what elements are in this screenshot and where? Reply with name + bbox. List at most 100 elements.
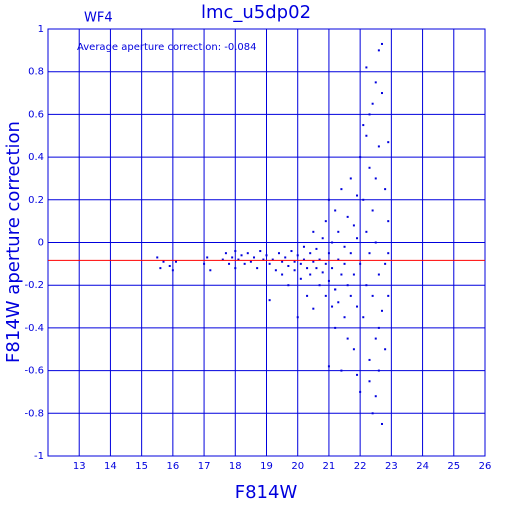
point <box>356 305 359 308</box>
point <box>259 250 262 253</box>
point <box>337 258 340 261</box>
point <box>249 260 252 263</box>
point <box>337 230 340 233</box>
x-tick-label: 15 <box>135 461 148 472</box>
point <box>321 271 324 274</box>
point <box>309 252 312 255</box>
point <box>374 241 377 244</box>
point <box>256 267 259 270</box>
point <box>296 316 299 319</box>
point <box>240 254 243 257</box>
point <box>331 305 334 308</box>
point <box>346 215 349 218</box>
point <box>318 258 321 261</box>
point <box>356 237 359 240</box>
point <box>349 294 352 297</box>
point <box>365 284 368 287</box>
point <box>271 258 274 261</box>
point <box>343 316 346 319</box>
point <box>368 113 371 116</box>
x-tick-label: 23 <box>385 461 398 472</box>
point <box>371 412 374 415</box>
point <box>380 42 383 45</box>
point <box>368 358 371 361</box>
point <box>327 252 330 255</box>
point <box>377 369 380 372</box>
point <box>362 316 365 319</box>
point <box>377 326 380 329</box>
y-tick-label: 0.4 <box>28 152 44 163</box>
point <box>237 258 240 261</box>
x-tick-label: 19 <box>260 461 273 472</box>
x-tick-label: 22 <box>354 461 367 472</box>
point <box>299 262 302 265</box>
point <box>268 262 271 265</box>
point <box>318 284 321 287</box>
y-tick-label: 0.8 <box>28 67 44 78</box>
point <box>268 299 271 302</box>
point <box>327 279 330 282</box>
x-tick-label: 13 <box>73 461 86 472</box>
point <box>340 369 343 372</box>
point <box>368 166 371 169</box>
point <box>203 262 206 265</box>
x-tick-label: 16 <box>166 461 179 472</box>
point <box>312 260 315 263</box>
point <box>327 365 330 368</box>
x-tick-label: 20 <box>291 461 304 472</box>
point <box>265 254 268 257</box>
point <box>374 81 377 84</box>
point <box>359 262 362 265</box>
point <box>359 156 362 159</box>
x-tick-label: 26 <box>479 461 492 472</box>
point <box>162 260 165 263</box>
y-tick-label: -0.6 <box>24 366 44 377</box>
point <box>365 66 368 69</box>
point <box>377 273 380 276</box>
point <box>387 294 390 297</box>
point <box>312 230 315 233</box>
point <box>287 264 290 267</box>
point <box>377 145 380 148</box>
point <box>387 141 390 144</box>
y-tick-label: -1 <box>34 451 44 462</box>
point <box>380 309 383 312</box>
point <box>277 252 280 255</box>
y-tick-label: -0.2 <box>24 280 44 291</box>
point <box>384 262 387 265</box>
point <box>309 273 312 276</box>
y-tick-label: -0.8 <box>24 408 44 419</box>
point <box>384 348 387 351</box>
point <box>290 250 293 253</box>
point <box>384 188 387 191</box>
x-tick-label: 18 <box>229 461 242 472</box>
point <box>168 264 171 267</box>
point <box>365 230 368 233</box>
point <box>356 194 359 197</box>
point <box>331 241 334 244</box>
point <box>340 188 343 191</box>
point <box>387 220 390 223</box>
point <box>368 380 371 383</box>
point <box>228 262 231 265</box>
point <box>156 256 159 259</box>
point <box>380 92 383 95</box>
point <box>371 102 374 105</box>
point <box>327 198 330 201</box>
point <box>371 294 374 297</box>
point <box>281 260 284 263</box>
point <box>340 273 343 276</box>
point <box>224 252 227 255</box>
point <box>324 262 327 265</box>
y-tick-label: 0.2 <box>28 195 44 206</box>
point <box>321 237 324 240</box>
point <box>231 256 234 259</box>
point <box>306 294 309 297</box>
point <box>302 245 305 248</box>
point <box>287 284 290 287</box>
point <box>331 267 334 270</box>
x-tick-label: 17 <box>198 461 211 472</box>
point <box>234 267 237 270</box>
